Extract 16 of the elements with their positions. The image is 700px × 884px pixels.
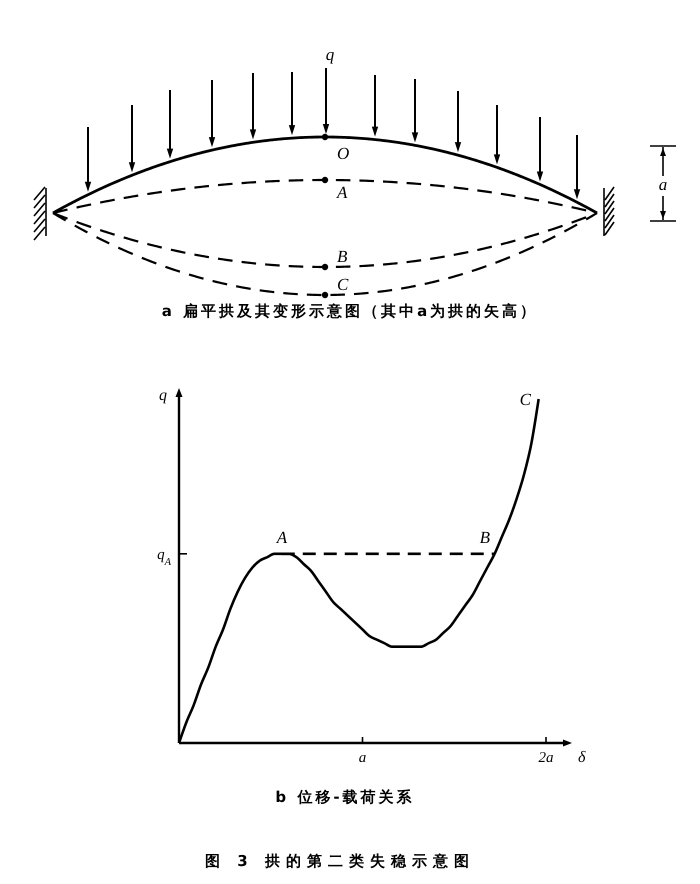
- annotation: A: [276, 528, 288, 547]
- text: A: [336, 183, 348, 202]
- text: a: [658, 175, 668, 194]
- text: C: [337, 275, 349, 294]
- annotation: B: [480, 528, 491, 547]
- text: b 位移-载荷关系: [275, 788, 415, 806]
- text: a 扁平拱及其变形示意图（其中a为拱的矢高）: [162, 302, 538, 320]
- x-tick-label: 2a: [538, 750, 554, 766]
- y-axis-title: q: [159, 387, 167, 404]
- text: B: [337, 247, 348, 266]
- ref-line-label: q$_{A}$: [157, 546, 172, 568]
- x-axis-title: δ: [578, 749, 586, 766]
- caption: 图 3 拱的第二类失稳示意图: [205, 852, 475, 870]
- text: q: [326, 45, 335, 64]
- annotation: C: [520, 390, 532, 409]
- text: O: [337, 144, 350, 163]
